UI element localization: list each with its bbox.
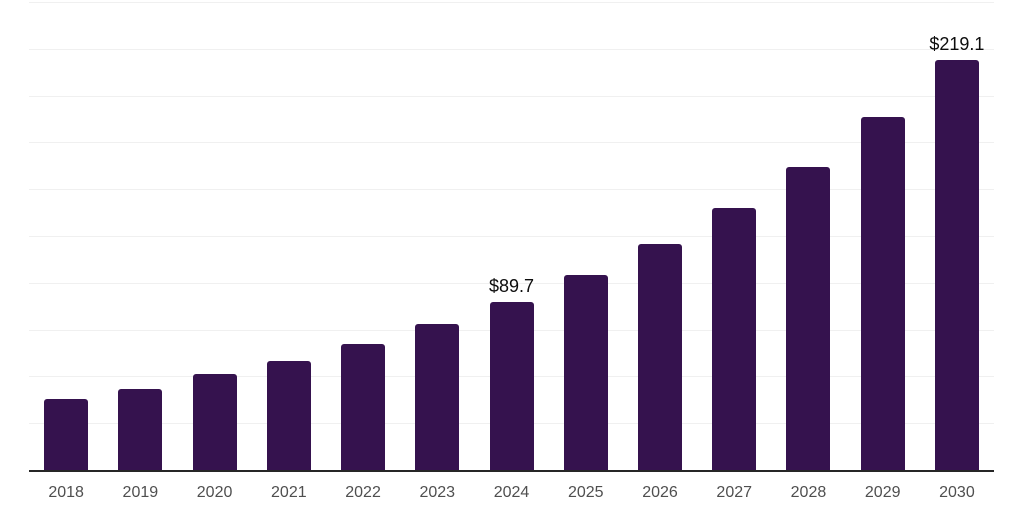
gridline <box>29 282 994 284</box>
bar-slot: $219.1 <box>920 2 994 470</box>
bar-slot <box>697 2 771 470</box>
bar-2024: $89.7 <box>489 277 534 470</box>
bar-slot <box>326 2 400 470</box>
x-tick-label: 2028 <box>790 484 827 501</box>
bar-slot <box>177 2 251 470</box>
gridline <box>29 236 994 237</box>
bar-2022 <box>341 344 386 470</box>
gridline <box>29 142 994 144</box>
gridline <box>29 95 994 97</box>
x-tick-label: 2022 <box>345 484 381 501</box>
bars-row: $89.7 $219.1 <box>29 2 994 470</box>
bar-slot <box>771 2 845 470</box>
bar-value-label: $89.7 <box>488 276 535 297</box>
bar-2019 <box>118 388 163 470</box>
bar-slot <box>400 2 474 470</box>
x-tick-label: 2023 <box>419 484 456 501</box>
bar-slot <box>549 2 623 470</box>
bar-slot <box>29 2 103 470</box>
x-tick-label: 2025 <box>567 484 604 501</box>
gridline <box>29 2 994 3</box>
gridline <box>29 189 994 191</box>
bar-2020 <box>192 374 237 470</box>
bar-2018 <box>44 398 89 470</box>
bar-2023 <box>415 324 460 470</box>
x-tick-label: 2026 <box>642 484 678 501</box>
bar-2030: $219.1 <box>929 35 984 470</box>
x-axis-line <box>29 470 994 472</box>
bar-2025 <box>563 274 608 470</box>
bar-value-label: $219.1 <box>929 33 985 54</box>
x-tick-label: 2020 <box>196 484 233 501</box>
x-tick-label: 2018 <box>48 484 84 501</box>
x-tick-label: 2024 <box>493 484 530 501</box>
bar-slot <box>623 2 697 470</box>
bar-slot <box>103 2 177 470</box>
bar-2029 <box>860 116 905 470</box>
bar-slot <box>846 2 920 470</box>
bar-slot: $89.7 <box>474 2 548 470</box>
bar-slot <box>252 2 326 470</box>
x-tick-label: 2029 <box>864 484 901 501</box>
x-tick-label: 2027 <box>716 484 753 501</box>
x-tick-label: 2021 <box>271 484 307 501</box>
x-tick-label: 2019 <box>122 484 159 501</box>
gridline <box>29 48 994 50</box>
bar-2027 <box>712 208 757 470</box>
plot-area: $89.7 $219.1 <box>29 2 994 472</box>
bar-2021 <box>266 360 311 470</box>
x-axis-tick-labels: 2018 2019 2020 2021 2022 2023 2024 2025 2026 2027… <box>29 483 994 502</box>
bar-2026 <box>637 243 682 470</box>
x-tick-label: 2030 <box>939 484 975 501</box>
bar-2028 <box>786 166 831 470</box>
